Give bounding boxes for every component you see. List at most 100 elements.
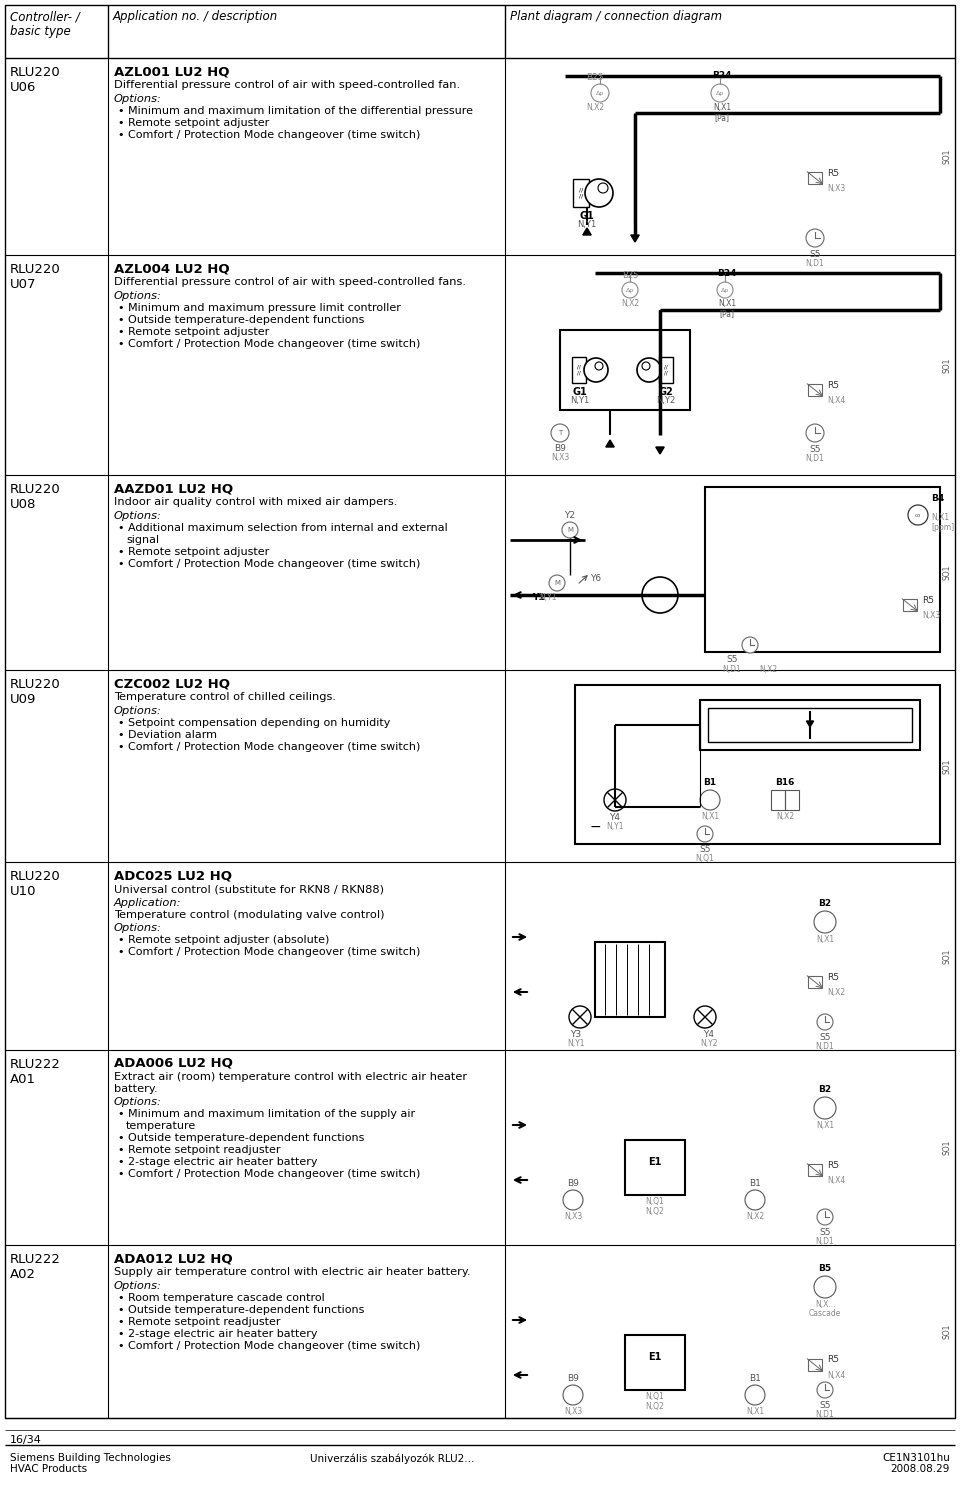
Text: N,D1: N,D1 xyxy=(805,259,825,268)
Text: N,X3: N,X3 xyxy=(922,612,940,621)
Circle shape xyxy=(622,282,638,298)
Text: N,X4: N,X4 xyxy=(827,1177,845,1186)
Text: Options:: Options: xyxy=(114,1282,162,1291)
Text: B5: B5 xyxy=(819,1264,831,1273)
Text: RLU220
U10: RLU220 U10 xyxy=(10,869,60,898)
Circle shape xyxy=(584,358,608,382)
Text: R5: R5 xyxy=(827,1355,839,1364)
Text: • Outside temperature-dependent functions: • Outside temperature-dependent function… xyxy=(118,315,365,325)
Circle shape xyxy=(745,1385,765,1405)
Text: N,Y1: N,Y1 xyxy=(577,220,596,229)
Text: N,X2: N,X2 xyxy=(759,666,777,675)
Text: AAZD01 LU2 HQ: AAZD01 LU2 HQ xyxy=(114,483,233,495)
Text: Y2: Y2 xyxy=(564,511,575,520)
Text: S5: S5 xyxy=(819,1033,830,1042)
Text: N,X1: N,X1 xyxy=(816,935,834,944)
Circle shape xyxy=(814,911,836,932)
Circle shape xyxy=(595,361,603,370)
Text: Options:: Options: xyxy=(114,706,162,717)
Text: B1: B1 xyxy=(749,1180,761,1189)
Text: N,X1: N,X1 xyxy=(746,1408,764,1417)
Text: N,Y1: N,Y1 xyxy=(567,1039,585,1048)
Text: B2: B2 xyxy=(819,899,831,908)
Bar xyxy=(595,941,665,1016)
Text: N,X2: N,X2 xyxy=(621,298,639,307)
Text: SO1: SO1 xyxy=(943,949,952,964)
Text: Δp: Δp xyxy=(716,90,724,96)
Text: S5: S5 xyxy=(819,1402,830,1411)
Text: G1: G1 xyxy=(572,387,588,397)
Text: • Comfort / Protection Mode changeover (time switch): • Comfort / Protection Mode changeover (… xyxy=(118,1169,420,1180)
Circle shape xyxy=(697,826,713,842)
Text: RLU220
U06: RLU220 U06 xyxy=(10,66,60,94)
Text: ADA006 LU2 HQ: ADA006 LU2 HQ xyxy=(114,1057,233,1070)
Circle shape xyxy=(604,788,626,811)
Text: • Additional maximum selection from internal and external: • Additional maximum selection from inte… xyxy=(118,523,447,534)
Text: • Remote setpoint readjuster: • Remote setpoint readjuster xyxy=(118,1145,280,1156)
Text: Plant diagram / connection diagram: Plant diagram / connection diagram xyxy=(510,10,722,22)
Circle shape xyxy=(806,229,824,247)
Text: N,Y2: N,Y2 xyxy=(657,396,676,405)
Text: B24: B24 xyxy=(717,268,736,277)
Text: N,X4: N,X4 xyxy=(827,1372,845,1381)
Text: Cascade: Cascade xyxy=(809,1309,841,1318)
Bar xyxy=(808,976,822,988)
Text: CE1N3101hu: CE1N3101hu xyxy=(882,1453,950,1463)
Text: RLU222
A02: RLU222 A02 xyxy=(10,1253,60,1282)
Circle shape xyxy=(717,282,733,298)
Text: B25: B25 xyxy=(587,73,604,82)
Polygon shape xyxy=(631,235,639,241)
Text: B1: B1 xyxy=(704,778,716,787)
Polygon shape xyxy=(656,447,664,454)
Text: SO1: SO1 xyxy=(943,1324,952,1339)
Text: N,Q1
N,Q2: N,Q1 N,Q2 xyxy=(646,1198,664,1216)
Text: Universal control (substitute for RKN8 / RKN88): Universal control (substitute for RKN8 /… xyxy=(114,884,384,893)
Text: • Minimum and maximum limitation of the differential pressure: • Minimum and maximum limitation of the … xyxy=(118,106,473,115)
Text: N,X...: N,X... xyxy=(815,1300,835,1309)
Text: Extract air (room) temperature control with electric air heater
battery.: Extract air (room) temperature control w… xyxy=(114,1072,468,1094)
Text: Δp: Δp xyxy=(596,90,604,96)
Circle shape xyxy=(908,505,928,525)
Text: co: co xyxy=(915,513,922,517)
Text: • Remote setpoint adjuster (absolute): • Remote setpoint adjuster (absolute) xyxy=(118,935,329,944)
Text: N,Y1: N,Y1 xyxy=(539,594,557,603)
Text: • 2-stage electric air heater battery: • 2-stage electric air heater battery xyxy=(118,1330,318,1339)
Text: RLU220
U08: RLU220 U08 xyxy=(10,483,60,511)
Text: N,X3: N,X3 xyxy=(551,453,569,462)
Circle shape xyxy=(817,1382,833,1399)
Text: N,Q1
N,Q2: N,Q1 N,Q2 xyxy=(646,1393,664,1412)
Text: S5: S5 xyxy=(699,845,710,854)
Text: • Comfort / Protection Mode changeover (time switch): • Comfort / Protection Mode changeover (… xyxy=(118,559,420,570)
Text: Application no. / description: Application no. / description xyxy=(113,10,278,22)
Text: • Room temperature cascade control: • Room temperature cascade control xyxy=(118,1294,324,1303)
Text: Y4: Y4 xyxy=(704,1030,714,1039)
Circle shape xyxy=(569,1006,591,1028)
Circle shape xyxy=(642,361,650,370)
Text: Application:: Application: xyxy=(114,898,181,908)
Polygon shape xyxy=(583,228,591,235)
Text: N,Q1: N,Q1 xyxy=(696,854,714,863)
Text: SO1: SO1 xyxy=(943,357,952,373)
Circle shape xyxy=(591,84,609,102)
Circle shape xyxy=(642,577,678,613)
Text: N,X3: N,X3 xyxy=(564,1408,582,1417)
Bar xyxy=(808,1165,822,1177)
Text: G1: G1 xyxy=(580,211,594,220)
Text: Y1: Y1 xyxy=(533,594,545,603)
Text: B9: B9 xyxy=(567,1180,579,1189)
Bar xyxy=(560,330,690,411)
Text: Temperature control (modulating valve control): Temperature control (modulating valve co… xyxy=(114,910,385,920)
Text: N,D1: N,D1 xyxy=(816,1237,834,1246)
Text: SO1: SO1 xyxy=(943,148,952,165)
Circle shape xyxy=(549,576,565,591)
Text: N,X1: N,X1 xyxy=(701,812,719,821)
Circle shape xyxy=(563,1190,583,1210)
Text: Y4: Y4 xyxy=(610,812,620,821)
Bar xyxy=(808,172,822,184)
Text: B4: B4 xyxy=(931,495,945,504)
Text: • Deviation alarm: • Deviation alarm xyxy=(118,730,217,741)
Text: B16: B16 xyxy=(776,778,795,787)
Text: N,X4: N,X4 xyxy=(827,396,845,405)
Text: M: M xyxy=(567,528,573,534)
Bar xyxy=(903,600,917,612)
